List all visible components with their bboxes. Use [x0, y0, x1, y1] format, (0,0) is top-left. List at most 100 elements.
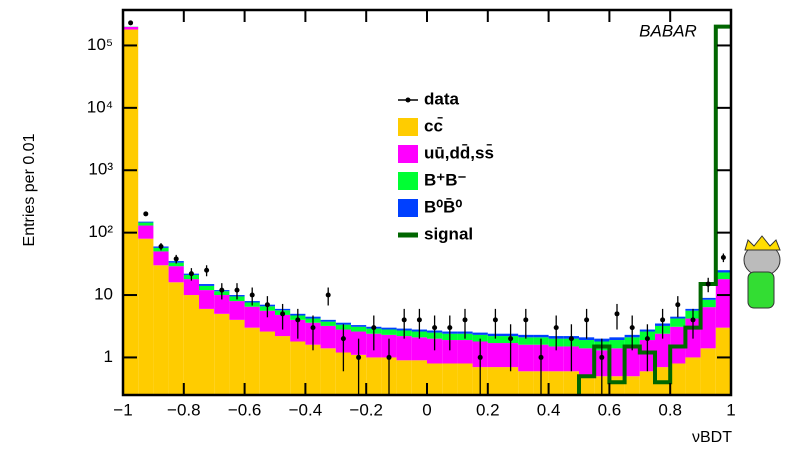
- bar-segment: [275, 336, 291, 395]
- data-point: [204, 267, 210, 273]
- bar-segment: [655, 333, 671, 368]
- bar-segment: [579, 337, 595, 341]
- y-tick-label: 10⁴: [87, 97, 113, 116]
- legend-label: signal: [424, 224, 473, 243]
- bar-segment: [715, 279, 731, 328]
- bar-segment: [381, 327, 397, 330]
- data-point: [660, 317, 666, 323]
- data-point: [705, 281, 711, 287]
- bar-segment: [214, 295, 230, 314]
- bar-segment: [518, 337, 534, 345]
- bar-segment: [320, 325, 336, 349]
- bar-segment: [305, 344, 321, 395]
- bar-segment: [670, 318, 686, 327]
- data-point: [629, 325, 635, 331]
- y-tick-label: 10⁵: [87, 35, 113, 54]
- data-point: [325, 292, 331, 298]
- bar-segment: [442, 363, 458, 395]
- data-point: [416, 317, 422, 323]
- data-point: [234, 287, 240, 293]
- data-point: [614, 311, 620, 317]
- bar-segment: [168, 282, 184, 395]
- y-tick-label: 10³: [88, 160, 113, 179]
- data-point: [401, 317, 407, 323]
- data-point: [249, 292, 255, 298]
- x-tick-label: 1: [726, 400, 735, 419]
- x-tick-label: 0.6: [598, 400, 622, 419]
- bar-segment: [229, 301, 245, 320]
- data-point: [523, 317, 529, 323]
- bar-segment: [487, 367, 503, 395]
- data-point: [143, 211, 149, 217]
- bar-segment: [199, 308, 215, 395]
- bar-segment: [411, 360, 427, 395]
- bar-segment: [199, 285, 215, 291]
- data-point: [675, 302, 681, 308]
- bar-segment: [381, 329, 397, 335]
- bar-segment: [579, 348, 595, 377]
- bar-segment: [396, 336, 412, 361]
- data-point: [340, 336, 346, 342]
- bar-segment: [290, 341, 306, 395]
- data-point: [188, 271, 194, 277]
- data-point: [644, 336, 650, 342]
- data-point: [568, 336, 574, 342]
- bar-segment: [518, 344, 534, 372]
- data-point: [310, 325, 316, 331]
- bar-segment: [715, 272, 731, 280]
- data-point: [447, 325, 453, 331]
- bar-segment: [715, 327, 731, 395]
- data-point: [492, 317, 498, 323]
- bar-segment: [518, 371, 534, 395]
- bar-segment: [138, 225, 154, 239]
- data-point: [158, 243, 164, 249]
- legend-label: data: [424, 89, 460, 108]
- bar-segment: [609, 348, 625, 377]
- brand: BABAR: [639, 21, 697, 40]
- signal-line: [577, 24, 731, 395]
- legend-swatch: [398, 199, 418, 217]
- bar-segment: [153, 251, 169, 266]
- bar-segment: [700, 299, 716, 308]
- bar-segment: [335, 352, 351, 395]
- data-point: [356, 354, 362, 360]
- bar-segment: [427, 338, 443, 364]
- bar-segment: [685, 357, 701, 395]
- bar-segment: [123, 29, 139, 395]
- bar-segment: [229, 319, 245, 395]
- bar-segment: [351, 326, 367, 332]
- x-tick-label: −1: [113, 400, 132, 419]
- x-tick-label: 0.2: [476, 400, 500, 419]
- data-point: [173, 256, 179, 262]
- legend-swatch: [398, 118, 418, 136]
- bar-segment: [457, 363, 473, 395]
- legend-swatch: [398, 145, 418, 163]
- bar-segment: [366, 357, 382, 395]
- data-point: [264, 302, 270, 308]
- bar-segment: [609, 376, 625, 395]
- x-tick-label: 0.8: [658, 400, 682, 419]
- data-point: [280, 311, 286, 317]
- data-point: [432, 325, 438, 331]
- y-tick-label: 10: [94, 285, 113, 304]
- bar-segment: [579, 340, 595, 349]
- bar-segment: [700, 297, 716, 300]
- bar-segment: [472, 332, 488, 335]
- bar-segment: [670, 316, 686, 319]
- bar-segment: [700, 348, 716, 395]
- bar-segment: [503, 367, 519, 395]
- x-tick-label: 0: [422, 400, 431, 419]
- data-point: [295, 317, 301, 323]
- bar-segment: [320, 321, 336, 326]
- bar-segment: [563, 371, 579, 395]
- data-point: [386, 354, 392, 360]
- bar-segment: [472, 334, 488, 342]
- data-point: [219, 287, 225, 293]
- bar-segment: [609, 340, 625, 349]
- data-point: [690, 317, 696, 323]
- data-point: [477, 354, 483, 360]
- bar-segment: [457, 340, 473, 364]
- x-tick-label: −0.6: [228, 400, 262, 419]
- legend-swatch: [398, 172, 418, 190]
